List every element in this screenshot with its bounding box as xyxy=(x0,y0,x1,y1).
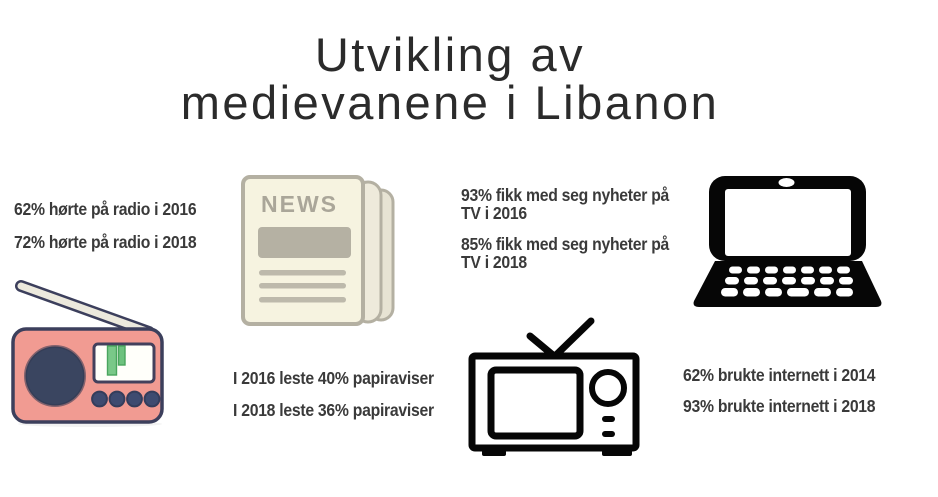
laptop-screen xyxy=(725,189,851,256)
radio-signal-bar-short xyxy=(117,345,126,366)
tv-stat-2018: 85% fikk med seg nyheter på TV i 2018 xyxy=(461,235,669,271)
newspaper-stats: I 2016 leste 40% papiraviser I 2018 lest… xyxy=(233,368,434,420)
radio-speaker xyxy=(24,345,86,407)
tv-screen xyxy=(487,366,584,440)
tv-stat-2016: 93% fikk med seg nyheter på TV i 2016 xyxy=(461,186,669,222)
tv-knob xyxy=(589,369,627,407)
laptop-keyboard xyxy=(721,266,853,297)
page-title: Utvikling av medievanene i Libanon xyxy=(0,31,900,127)
page-title-line2: medievanene i Libanon xyxy=(180,76,720,129)
laptop-icon xyxy=(693,176,882,307)
tv-stat-2016-line2: TV i 2016 xyxy=(461,203,527,223)
laptop-webcam xyxy=(778,178,795,187)
internet-stats: 62% brukte internett i 2014 93% brukte i… xyxy=(683,365,876,416)
newspaper-masthead-text: NEWS xyxy=(261,191,338,217)
newspaper-text-line-1 xyxy=(259,270,346,276)
radio-signal-bar-tall xyxy=(106,345,118,376)
newspaper-image-block xyxy=(258,227,351,258)
radio-button-4 xyxy=(143,390,161,408)
newspaper-text-line-2 xyxy=(259,283,346,289)
internet-stat-2014: 62% brukte internett i 2014 xyxy=(683,365,876,385)
tv-stat-2016-line1: 93% fikk med seg nyheter på xyxy=(461,185,670,205)
newspaper-stat-2018: I 2018 leste 36% papiraviser xyxy=(233,400,434,420)
tv-dash-2 xyxy=(602,431,615,437)
tv-stat-2018-line1: 85% fikk med seg nyheter på xyxy=(461,234,670,254)
tv-dash-1 xyxy=(602,416,615,422)
newspaper-icon: NEWS xyxy=(241,175,395,326)
page-title-line1: Utvikling av xyxy=(314,28,586,81)
radio-stat-2016: 62% hørte på radio i 2016 xyxy=(14,199,197,219)
radio-stats: 62% hørte på radio i 2016 72% hørte på r… xyxy=(14,199,197,252)
newspaper-stat-2016: I 2016 leste 40% papiraviser xyxy=(233,368,434,388)
newspaper-text-line-3 xyxy=(259,297,346,303)
tv-icon xyxy=(468,317,640,456)
tv-antenna-right xyxy=(551,317,595,360)
radio-antenna xyxy=(17,282,153,336)
radio-icon xyxy=(11,280,164,427)
radio-button-1 xyxy=(91,390,108,408)
tv-stat-2018-line2: TV i 2018 xyxy=(461,252,527,272)
radio-button-2 xyxy=(108,390,126,408)
tv-stats: 93% fikk med seg nyheter på TV i 2016 85… xyxy=(461,186,669,271)
radio-button-3 xyxy=(126,390,143,408)
internet-stat-2018: 93% brukte internett i 2018 xyxy=(683,396,876,416)
radio-stat-2018: 72% hørte på radio i 2018 xyxy=(14,232,197,252)
